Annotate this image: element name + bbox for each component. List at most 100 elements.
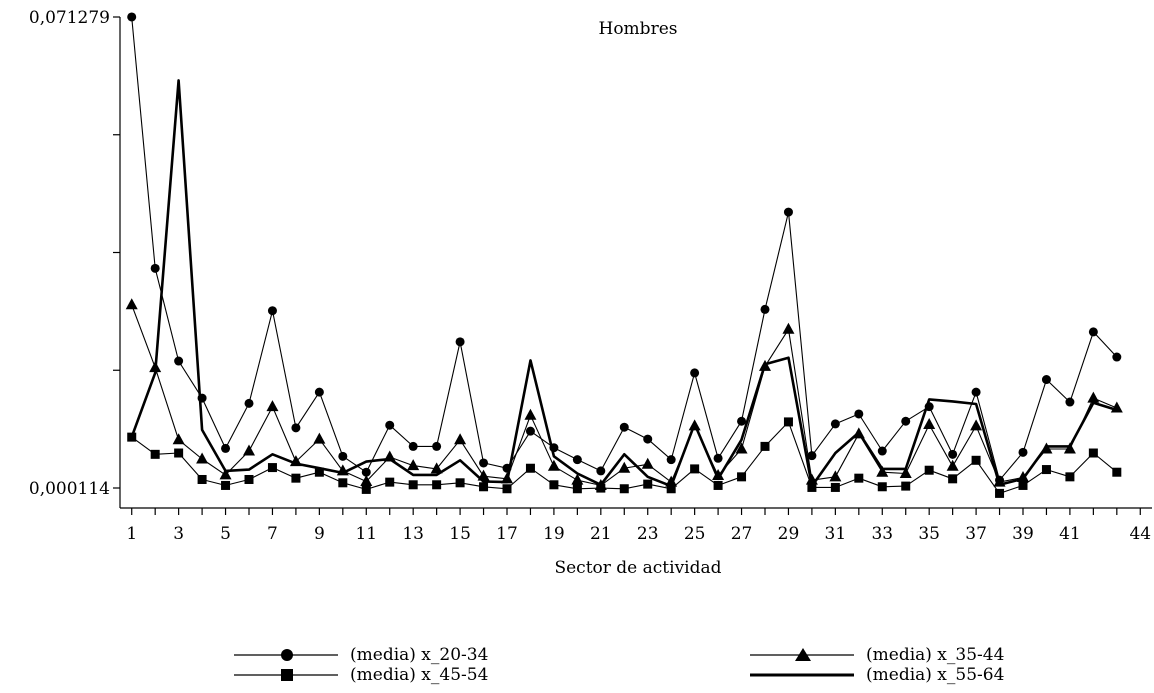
data-point-triangle	[360, 474, 373, 486]
data-point-circle	[361, 467, 371, 477]
data-point-triangle	[407, 459, 420, 471]
data-point-circle	[244, 398, 254, 408]
data-point-square	[1088, 448, 1098, 458]
x-tick-label: 31	[825, 524, 847, 544]
x-tick-label: 25	[684, 524, 706, 544]
data-point-circle	[1065, 397, 1075, 407]
data-point-circle	[1088, 327, 1098, 337]
data-point-triangle	[430, 462, 443, 474]
x-tick-label: 41	[1059, 524, 1081, 544]
data-point-square	[760, 441, 770, 451]
data-point-triangle	[313, 432, 326, 444]
data-point-square	[901, 481, 911, 491]
data-point-square	[619, 484, 629, 494]
data-point-square	[948, 474, 958, 484]
data-point-square	[666, 484, 676, 494]
data-point-triangle	[782, 322, 795, 334]
y-tick-label: 0,000114	[29, 479, 110, 499]
x-tick-label: 35	[918, 524, 940, 544]
data-point-square	[361, 484, 371, 494]
x-tick-label: 3	[173, 524, 184, 544]
data-point-triangle	[829, 470, 842, 482]
data-point-circle	[596, 466, 606, 476]
data-point-square	[1018, 480, 1028, 490]
data-point-circle	[971, 387, 981, 397]
data-point-square	[408, 480, 418, 490]
x-tick-label: 7	[267, 524, 278, 544]
data-point-triangle	[899, 467, 912, 479]
data-point-circle	[713, 453, 723, 463]
data-point-triangle	[618, 461, 631, 473]
data-point-circle	[830, 419, 840, 429]
data-point-triangle	[196, 452, 209, 464]
data-point-square	[924, 465, 934, 475]
data-point-circle	[432, 441, 442, 451]
data-point-circle	[127, 12, 137, 22]
data-point-triangle	[571, 473, 584, 485]
data-point-square	[1112, 467, 1122, 477]
data-point-circle	[479, 458, 489, 468]
data-point-triangle	[1087, 391, 1100, 403]
data-point-circle	[1018, 447, 1028, 457]
data-point-circle	[877, 446, 887, 456]
data-point-square	[713, 480, 723, 490]
data-point-square	[479, 482, 489, 492]
data-point-circle	[690, 368, 700, 378]
data-point-circle	[291, 423, 301, 433]
x-tick-label: 21	[590, 524, 612, 544]
data-point-square	[1065, 472, 1075, 482]
data-point-square	[267, 463, 277, 473]
data-point-square	[338, 478, 348, 488]
data-point-circle	[572, 455, 582, 465]
x-tick-label: 23	[637, 524, 659, 544]
data-point-triangle	[547, 459, 560, 471]
x-tick-label: 39	[1012, 524, 1034, 544]
data-point-square	[150, 449, 160, 459]
data-point-circle	[174, 356, 184, 366]
data-point-circle	[455, 337, 465, 347]
data-point-circle	[1112, 352, 1122, 362]
data-point-square	[314, 467, 324, 477]
data-point-triangle	[641, 457, 654, 469]
data-point-square	[596, 483, 606, 493]
data-point-square	[807, 482, 817, 492]
x-axis-label: Sector de actividad	[554, 558, 721, 578]
data-point-circle	[408, 441, 418, 451]
y-tick-label: 0,071279	[29, 8, 110, 28]
data-point-triangle	[266, 400, 279, 412]
data-point-square	[291, 473, 301, 483]
x-tick-label: 1	[126, 524, 137, 544]
data-point-circle	[1041, 375, 1051, 385]
data-point-triangle	[923, 418, 936, 430]
series-line-4	[130, 79, 1118, 488]
data-point-square	[854, 473, 864, 483]
data-point-square	[877, 482, 887, 492]
data-point-triangle	[172, 433, 185, 445]
data-point-square	[690, 464, 700, 474]
x-tick-label: 19	[543, 524, 565, 544]
x-tick-label: 11	[355, 524, 377, 544]
x-tick-label: 15	[449, 524, 471, 544]
series-line-1	[131, 16, 1118, 481]
data-point-square	[174, 448, 184, 458]
data-point-circle	[643, 434, 653, 444]
x-tick-label: 27	[731, 524, 753, 544]
data-point-circle	[150, 263, 160, 273]
data-point-square	[221, 480, 231, 490]
data-point-circle	[338, 451, 348, 461]
x-tick-label: 29	[778, 524, 800, 544]
data-point-square	[455, 478, 465, 488]
x-tick-label: 44	[1129, 524, 1151, 544]
data-point-square	[197, 474, 207, 484]
data-point-triangle	[243, 444, 255, 456]
data-point-square	[385, 477, 395, 487]
data-point-square	[432, 480, 442, 490]
data-point-circle	[901, 416, 911, 426]
data-point-triangle	[1110, 401, 1123, 413]
data-point-circle	[619, 422, 629, 432]
data-point-square	[244, 474, 254, 484]
x-tick-label: 37	[965, 524, 987, 544]
data-point-triangle	[876, 465, 889, 477]
data-point-circle	[760, 304, 770, 314]
